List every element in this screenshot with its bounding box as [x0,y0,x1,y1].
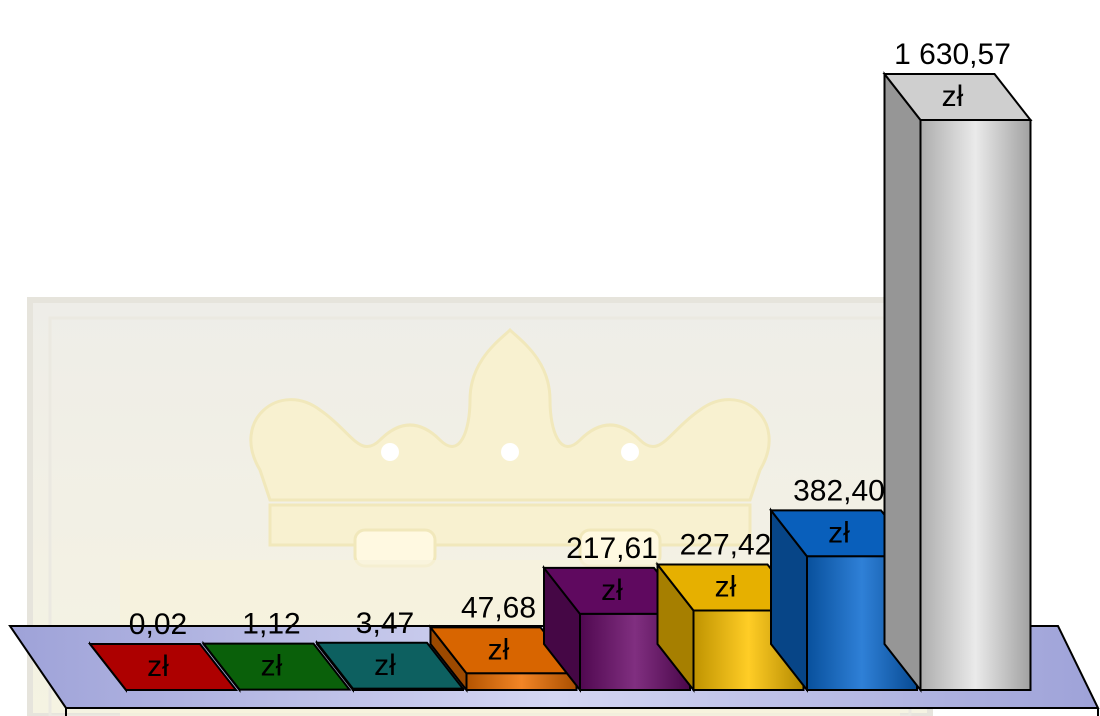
data-label-value-4: 47,68 [461,591,536,624]
bar-top-face [201,642,352,691]
data-label-unit-2: zł [261,650,283,683]
bar-side-face [883,71,922,693]
data-label-unit-3: zł [374,649,396,682]
bar-4 [428,624,579,693]
data-label-unit-7: zł [828,516,850,549]
bar-1 [87,641,239,693]
data-label-value-2: 1,12 [242,608,300,641]
bar-top-face [87,642,239,691]
bar-3 [314,639,466,693]
data-label-unit-1: zł [147,650,169,683]
data-label-value-1: 0,02 [129,608,187,641]
data-label-value-5: 217,61 [566,532,658,565]
data-label-value-7: 382,40 [793,474,885,507]
data-label-value-8: 1 630,57 [894,38,1011,71]
bar-8 [882,71,1033,693]
bar-front-face [352,687,464,691]
data-label-value-6: 227,42 [680,529,772,562]
data-label-unit-4: zł [488,633,510,666]
data-label-unit-6: zł [715,571,737,604]
data-label-unit-8: zł [942,80,964,113]
bar-front-face [465,672,578,692]
bar-2 [201,640,352,693]
bar-front-face [919,119,1032,691]
data-label-value-3: 3,47 [356,607,414,640]
data-label-unit-5: zł [601,574,623,607]
